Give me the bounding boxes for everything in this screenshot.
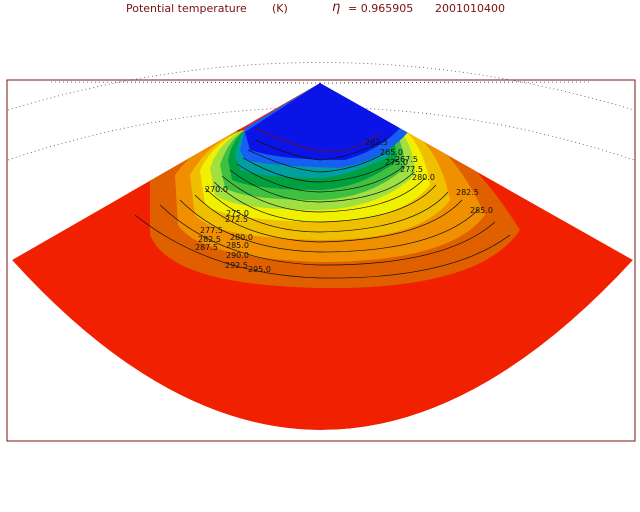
contour-label: 282.5	[198, 235, 221, 244]
datetime-stamp: 2001010400	[435, 2, 505, 15]
contour-label: 285.0	[226, 241, 249, 250]
eta-value: = 0.965905	[348, 2, 414, 15]
contour-label: 270.0	[205, 185, 228, 194]
contour-label: 280.0	[412, 173, 435, 182]
contour-label: 267.5	[395, 155, 418, 164]
contour-labels: 270.0 272.5 275.0 277.5 280.0 282.5 285.…	[195, 138, 493, 274]
contour-label: 280.0	[230, 233, 253, 242]
contour-label: 277.5	[200, 226, 223, 235]
contour-label: 282.5	[456, 188, 479, 197]
plot-frame	[6, 79, 636, 442]
contour-label: 275.0	[226, 209, 249, 218]
contour-label: 295.0	[248, 265, 271, 274]
field-units: (K)	[272, 2, 288, 15]
contour-label: 272.5	[225, 215, 248, 224]
contour-label: 285.0	[470, 206, 493, 215]
field-name: Potential temperature	[126, 2, 247, 15]
eta-symbol: η	[332, 0, 341, 15]
plot-title: Potential temperature (K) η = 0.965905 2…	[0, 0, 640, 18]
contour-label: 290.0	[226, 251, 249, 260]
contour-label: 265.0	[380, 148, 403, 157]
graticule	[7, 62, 635, 161]
contour-label: 277.5	[400, 165, 423, 174]
contour-bands	[12, 83, 633, 430]
contour-label: 287.5	[195, 243, 218, 252]
contour-label: 275.0	[385, 158, 408, 167]
contour-label: 262.5	[365, 138, 388, 147]
contour-label: 292.5	[225, 261, 248, 270]
